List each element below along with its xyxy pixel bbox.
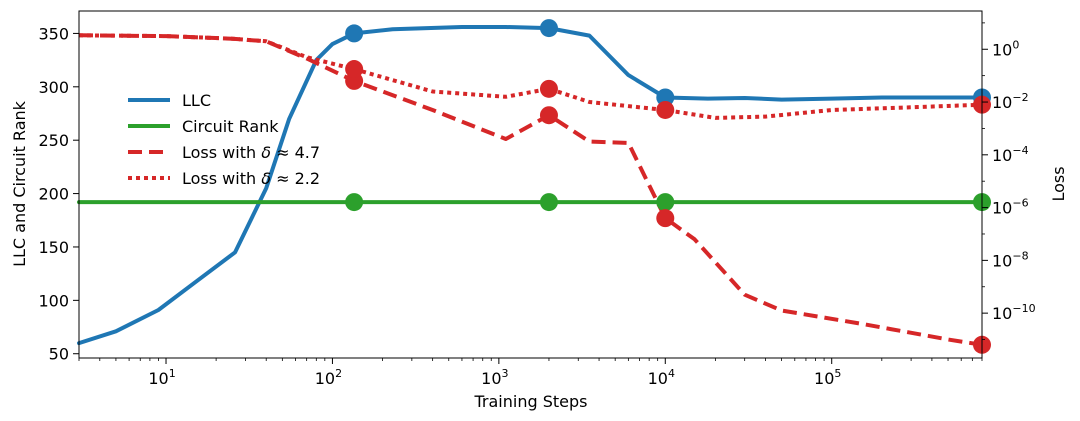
series-marker-1 [656, 193, 675, 212]
y-right-tick-label: 10−10 [992, 302, 1036, 323]
series-marker-2 [656, 209, 675, 228]
y-axis-right-label: Loss [1049, 166, 1068, 201]
x-tick-label: 102 [315, 367, 342, 388]
series-marker-3 [656, 100, 675, 119]
series-line-0 [77, 25, 984, 346]
legend-label-2: Loss with δ ≈ 4.7 [182, 143, 320, 162]
y-left-tick-label: 50 [49, 345, 69, 364]
y-left-tick-label: 350 [38, 24, 69, 43]
series-line-3 [78, 33, 983, 120]
x-axis-label: Training Steps [474, 392, 588, 411]
series-marker-0 [345, 24, 364, 43]
series-marker-3 [345, 60, 364, 79]
legend-label-0: LLC [182, 91, 211, 110]
y-right-tick-label: 10−4 [992, 144, 1029, 165]
x-tick-label: 103 [481, 367, 508, 388]
series-marker-0 [656, 88, 675, 107]
y-right-tick-label: 10−6 [992, 197, 1029, 218]
plot-frame [78, 10, 983, 359]
series-line-2 [78, 33, 983, 347]
series-marker-1 [345, 193, 364, 212]
series-marker-2 [539, 106, 558, 125]
legend-label-3: Loss with δ ≈ 2.2 [182, 169, 320, 188]
y-left-tick-label: 100 [38, 291, 69, 310]
x-tick-label: 101 [148, 367, 175, 388]
series-marker-3 [539, 79, 558, 98]
x-tick-label: 105 [814, 367, 841, 388]
y-right-tick-label: 10−2 [992, 91, 1029, 112]
y-right-tick-label: 100 [992, 38, 1019, 59]
legend-label-1: Circuit Rank [182, 117, 279, 136]
y-left-tick-label: 300 [38, 78, 69, 97]
y-left-tick-label: 150 [38, 238, 69, 257]
series-marker-0 [539, 19, 558, 38]
y-right-tick-label: 10−8 [992, 249, 1029, 270]
y-axis-left-label: LLC and Circuit Rank [10, 100, 29, 267]
x-tick-label: 104 [648, 367, 675, 388]
legend: LLC Circuit Rank Loss with δ ≈ 4.7 Loss wit… [128, 91, 320, 188]
y-left-tick-label: 200 [38, 185, 69, 204]
y-left-tick-label: 250 [38, 131, 69, 150]
series-marker-1 [539, 193, 558, 212]
